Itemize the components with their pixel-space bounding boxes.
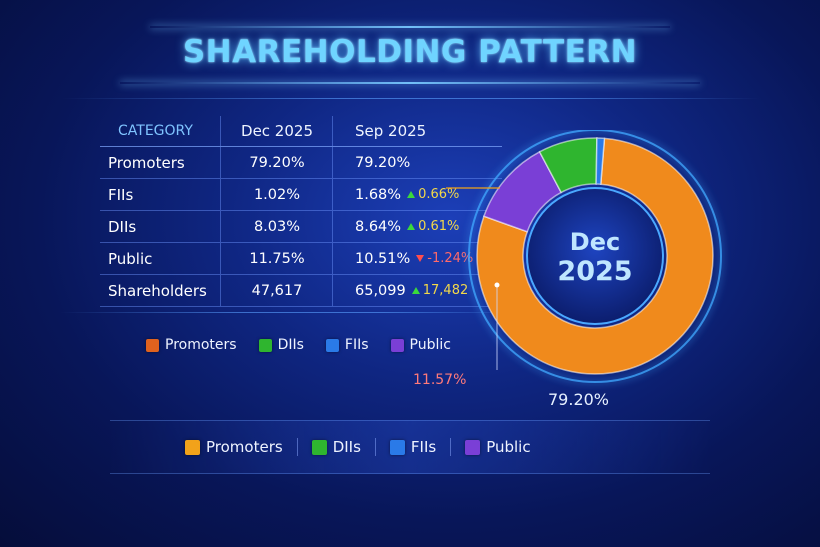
legend-swatch — [465, 439, 481, 455]
table-row: Public 11.75% 10.51% -1.24% — [100, 243, 502, 275]
decor-line — [60, 98, 760, 99]
legend-label: FIIs — [344, 337, 369, 353]
legend-separator — [374, 438, 376, 456]
row-change: 0.61% — [407, 219, 459, 234]
legend-separator — [450, 438, 452, 456]
row-category: Shareholders — [108, 281, 207, 300]
legend-item: Public — [465, 438, 531, 456]
row-change-value: -1.24% — [427, 251, 474, 266]
arrow-up-icon — [411, 287, 420, 294]
row-dec-value: 11.75% — [220, 243, 333, 274]
callout-promoters-value: 79.20% — [548, 390, 610, 409]
row-category: Promoters — [108, 153, 185, 172]
row-sep-value: 10.51% — [355, 250, 411, 267]
row-change: 17,482 — [411, 283, 469, 298]
row-change: 0.66% — [407, 187, 459, 202]
donut-chart: Dec 2025 — [446, 130, 722, 383]
chart-center-label-line2: 2025 — [557, 256, 632, 287]
legend-label: Promoters — [165, 337, 237, 353]
table-row: FIIs 1.02% 1.68% 0.66% — [100, 179, 502, 211]
legend-item: Public — [390, 337, 451, 353]
header-category: CATEGORY — [118, 123, 193, 139]
row-sep-value: 8.64% — [355, 218, 402, 235]
shareholding-table: CATEGORY Dec 2025 Sep 2025 Promoters 79.2… — [100, 116, 502, 307]
table-body: Promoters 79.20% 79.20% FIIs 1.02% 1.68% 0.66%… — [100, 147, 502, 307]
donut-slice-fiis — [595, 137, 606, 186]
legend-bottom: Promoters DIIs FIIs Public — [185, 438, 531, 456]
chart-center-label-line1: Dec — [570, 228, 620, 256]
legend-label: Public — [486, 438, 531, 456]
legend-item: FIIs — [389, 438, 437, 456]
legend-swatch — [146, 338, 159, 352]
row-sep-cell: 8.64% 0.61% — [332, 211, 502, 242]
decor-line — [60, 312, 520, 313]
legend-item: DIIs — [258, 337, 304, 353]
legend-separator — [296, 438, 298, 456]
row-dec-value: 8.03% — [220, 211, 333, 242]
chart-center-disc — [526, 187, 664, 325]
page-title: SHAREHOLDING PATTERN — [182, 34, 638, 70]
legend-bar — [110, 420, 710, 474]
row-sep-value: 65,099 — [355, 282, 406, 299]
legend-label: Promoters — [206, 438, 283, 456]
row-sep-value: 79.20% — [355, 154, 411, 171]
row-change-value: 0.66% — [418, 187, 460, 202]
arrow-up-icon — [407, 223, 416, 230]
legend-item: DIIs — [311, 438, 361, 456]
legend-swatch — [390, 338, 404, 352]
legend-swatch — [258, 338, 272, 352]
table-header-row: CATEGORY Dec 2025 Sep 2025 — [100, 116, 502, 147]
legend-swatch — [389, 439, 405, 455]
chart-outer-ring — [468, 130, 722, 383]
table-row: DIIs 8.03% 8.64% 0.61% — [100, 211, 502, 243]
legend-item: FIIs — [325, 337, 369, 353]
row-category: DIIs — [108, 217, 137, 236]
row-change: -1.24% — [416, 251, 473, 266]
header-dec-2025: Dec 2025 — [220, 116, 333, 146]
legend-swatch — [185, 439, 200, 455]
row-sep-cell: 65,099 17,482 — [332, 275, 502, 306]
arrow-up-icon — [407, 191, 416, 198]
legend-label: Public — [409, 337, 451, 353]
table-row: Shareholders 47,617 65,099 17,482 — [100, 275, 502, 307]
leader-dot-public — [494, 282, 500, 288]
header-sep-2025: Sep 2025 — [332, 116, 502, 146]
donut-slices — [476, 137, 714, 375]
row-change-value: 17,482 — [422, 283, 469, 298]
callout-public-value: 11.57% — [413, 372, 467, 388]
legend-swatch — [311, 439, 327, 455]
arrow-down-icon — [416, 255, 425, 262]
table-row: Promoters 79.20% 79.20% — [100, 147, 502, 179]
row-dec-value: 1.02% — [220, 179, 333, 210]
legend-top: Promoters DIIs FIIs Public — [146, 337, 473, 353]
title-glow-line-top — [150, 26, 670, 28]
row-category: Public — [108, 249, 153, 268]
legend-label: DIIs — [332, 438, 361, 456]
row-sep-cell: 79.20% — [332, 147, 502, 178]
title-glow-line-bottom — [120, 82, 700, 84]
legend-label: DIIs — [277, 337, 304, 353]
legend-item: Promoters — [185, 438, 283, 456]
legend-swatch — [325, 338, 339, 352]
donut-slice-promoters — [476, 137, 714, 375]
row-change-value: 0.61% — [418, 219, 460, 234]
row-category: FIIs — [108, 185, 134, 204]
row-sep-value: 1.68% — [355, 186, 402, 203]
row-sep-cell: 1.68% 0.66% — [332, 179, 502, 210]
row-dec-value: 79.20% — [220, 147, 333, 178]
legend-item: Promoters — [146, 337, 237, 353]
row-dec-value: 47,617 — [220, 275, 333, 306]
row-sep-cell: 10.51% -1.24% — [332, 243, 502, 274]
legend-label: FIIs — [410, 438, 437, 456]
